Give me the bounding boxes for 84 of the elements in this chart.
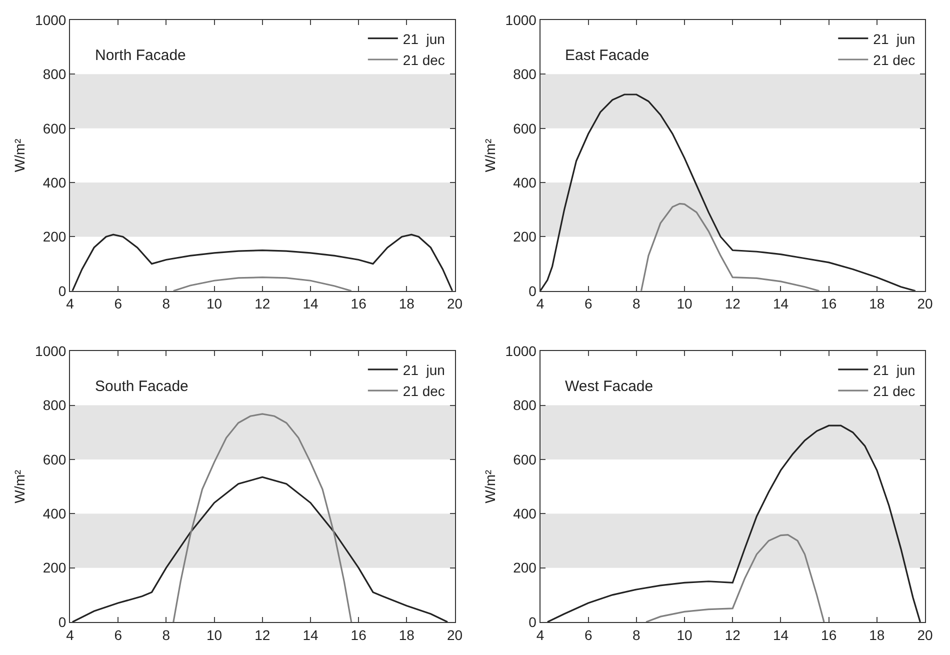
x-tick-label: 12 xyxy=(254,626,270,643)
text: South Facade xyxy=(95,378,188,395)
x-tick-label: 10 xyxy=(206,296,222,312)
line-series xyxy=(172,413,352,622)
x-tick-label: 10 xyxy=(206,626,222,643)
x-tick-label: 8 xyxy=(162,626,170,643)
y-axis-title: W/m² xyxy=(12,470,28,504)
x-tick-label: 14 xyxy=(772,626,789,643)
x-tick-label: 16 xyxy=(821,296,837,312)
y-tick-label: 400 xyxy=(42,506,66,522)
x-tick-label: 12 xyxy=(254,296,270,312)
line-series xyxy=(72,234,454,291)
y-tick-label: 200 xyxy=(42,228,66,245)
x-tick-label: 4 xyxy=(536,626,544,643)
y-tick-label: 800 xyxy=(42,66,66,82)
y-tick-label: 600 xyxy=(513,451,537,468)
x-tick-label: 14 xyxy=(302,296,318,312)
legend-label: 21 dec xyxy=(402,383,445,400)
y-axis-title: W/m² xyxy=(482,138,498,172)
y-tick-label: 800 xyxy=(513,397,537,414)
x-tick-label: 16 xyxy=(350,626,367,643)
x-tick-label: 18 xyxy=(398,626,415,643)
legend-label: 21 dec xyxy=(873,383,916,400)
x-tick-label: 6 xyxy=(114,296,122,312)
text: West Facade xyxy=(565,378,654,395)
legend-label: 21 dec xyxy=(402,52,445,68)
line-series xyxy=(546,424,921,622)
legend-label: 21 jun xyxy=(402,362,445,378)
x-tick-label: 6 xyxy=(584,626,592,643)
line-series xyxy=(172,276,352,291)
x-tick-label: 16 xyxy=(350,296,367,312)
x-tick-label: 12 xyxy=(724,626,741,643)
x-tick-label: 4 xyxy=(536,296,544,312)
x-tick-label: 20 xyxy=(917,626,933,643)
x-tick-label: 20 xyxy=(446,296,463,312)
y-tick-label: 600 xyxy=(42,120,66,136)
y-tick-label: 1000 xyxy=(505,343,537,359)
x-tick-label: 20 xyxy=(917,296,933,312)
x-tick-label: 4 xyxy=(66,296,74,312)
y-tick-label: 200 xyxy=(513,228,537,245)
y-tick-label: 800 xyxy=(513,66,537,82)
x-tick-label: 6 xyxy=(114,626,122,643)
legend-label: 21 jun xyxy=(402,30,445,47)
y-tick-label: 800 xyxy=(42,397,66,414)
y-tick-label: 600 xyxy=(42,451,66,468)
y-tick-label: 600 xyxy=(513,120,537,136)
x-tick-label: 18 xyxy=(398,296,415,312)
y-tick-label: 0 xyxy=(58,282,66,299)
x-tick-label: 8 xyxy=(162,296,170,312)
y-tick-label: 1000 xyxy=(35,12,66,28)
y-tick-label: 1000 xyxy=(35,343,66,359)
line-series xyxy=(645,534,825,622)
legend-label: 21 jun xyxy=(873,362,916,378)
x-tick-label: 10 xyxy=(676,626,693,643)
line-series xyxy=(640,202,820,291)
x-tick-label: 14 xyxy=(772,296,789,312)
x-tick-label: 6 xyxy=(584,296,592,312)
x-tick-label: 8 xyxy=(632,626,641,643)
y-tick-label: 0 xyxy=(528,614,537,630)
x-tick-label: 4 xyxy=(66,626,74,643)
x-tick-label: 10 xyxy=(676,296,693,312)
y-tick-label: 200 xyxy=(42,560,66,576)
text: North Facade xyxy=(95,47,186,64)
y-axis-title: W/m² xyxy=(482,470,498,504)
x-tick-label: 8 xyxy=(632,296,641,312)
y-tick-label: 200 xyxy=(513,560,537,576)
y-tick-label: 400 xyxy=(42,174,66,190)
legend-label: 21 dec xyxy=(873,52,916,68)
x-tick-label: 20 xyxy=(446,626,463,643)
line-series xyxy=(72,476,448,622)
x-tick-label: 16 xyxy=(821,626,837,643)
y-tick-label: 1000 xyxy=(505,12,537,28)
legend-label: 21 jun xyxy=(873,30,916,47)
x-tick-label: 14 xyxy=(302,626,318,643)
y-tick-label: 400 xyxy=(513,174,537,190)
y-axis-title: W/m² xyxy=(12,138,28,172)
y-tick-label: 400 xyxy=(513,506,537,522)
y-tick-label: 0 xyxy=(58,614,66,630)
y-tick-label: 0 xyxy=(528,282,537,299)
x-tick-label: 18 xyxy=(869,626,885,643)
x-tick-label: 18 xyxy=(869,296,885,312)
line-series xyxy=(540,94,916,291)
text: East Facade xyxy=(565,47,650,64)
x-tick-label: 12 xyxy=(724,296,741,312)
